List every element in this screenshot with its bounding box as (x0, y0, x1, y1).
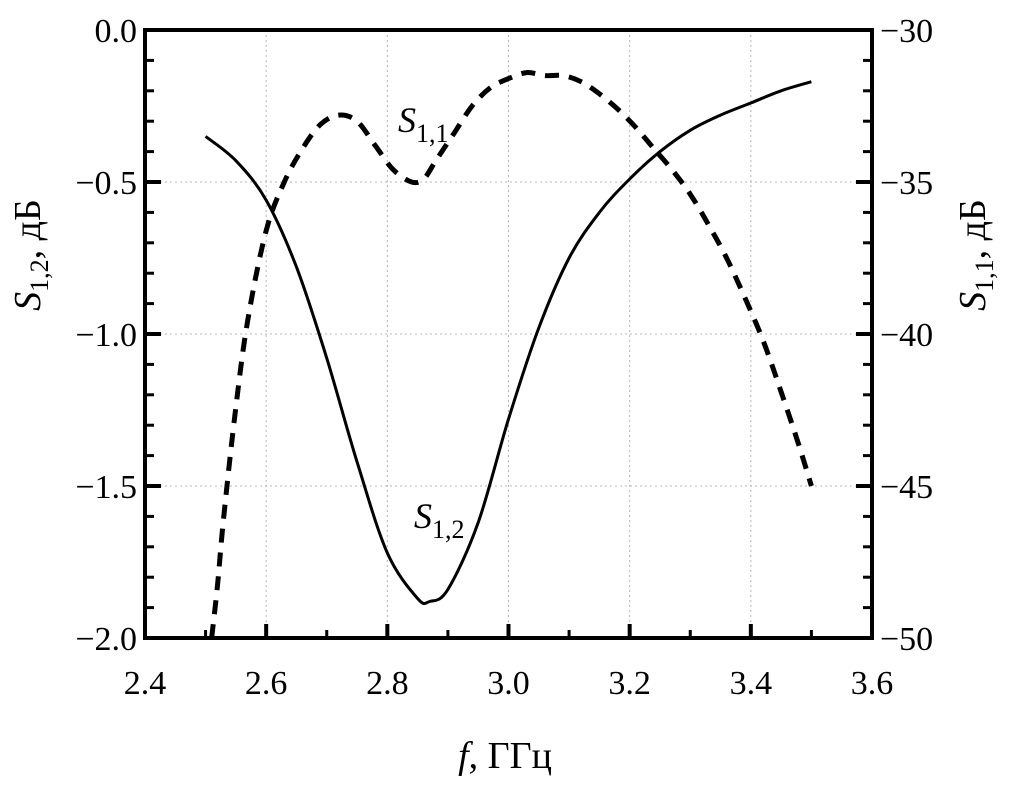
y-right-tick-label: −45 (880, 469, 933, 506)
x-axis-title: f, ГГц (458, 735, 552, 777)
x-tick-label: 2.4 (124, 665, 167, 702)
x-tick-label: 2.8 (366, 665, 409, 702)
axis-ticks (143, 28, 874, 640)
y-right-tick-label: −50 (880, 621, 933, 658)
series-line-s11 (209, 70, 814, 639)
y-left-tick-label: −1.5 (75, 469, 137, 506)
y-left-tick-label: 0.0 (95, 13, 138, 50)
y-left-tick-label: −2.0 (75, 621, 137, 658)
y-left-tick-label: −1.0 (75, 317, 137, 354)
x-tick-label: 3.4 (730, 665, 773, 702)
series-line-s12 (204, 80, 812, 606)
series-layer (204, 70, 814, 639)
x-tick-label: 2.6 (245, 665, 288, 702)
x-tick-label: 3.2 (608, 665, 651, 702)
series-label-s11: S1,1 (398, 100, 449, 148)
x-tick-label: 3.0 (487, 665, 530, 702)
tick-labels: 2.4 2.6 2.8 3.0 3.2 3.4 3.6 0.0 −30 −0.5 −35 −1.0 −4… (75, 13, 933, 702)
y-right-axis-title: S1,1, дБ (952, 199, 999, 311)
y-right-tick-label: −35 (880, 165, 933, 202)
y-left-tick-label: −0.5 (75, 165, 137, 202)
y-right-tick-label: −40 (880, 317, 933, 354)
series-label-s12: S1,2 (414, 496, 465, 544)
y-right-tick-label: −30 (880, 13, 933, 50)
y-left-axis-title: S1,2, дБ (7, 199, 54, 311)
x-tick-label: 3.6 (851, 665, 894, 702)
grid (145, 30, 872, 638)
